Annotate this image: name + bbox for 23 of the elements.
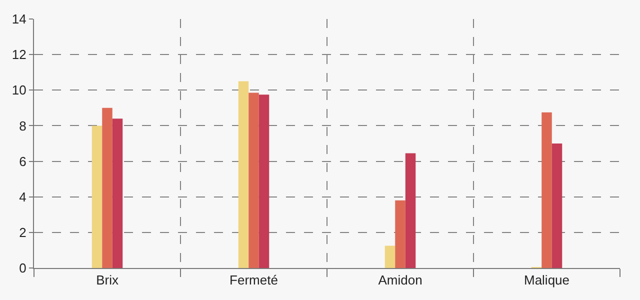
y-tick-label: 6: [19, 154, 26, 169]
x-tick-label: Amidon: [378, 272, 422, 288]
bar: [384, 246, 396, 268]
bar: [258, 94, 270, 268]
bar: [542, 112, 552, 268]
bar: [248, 92, 259, 268]
bar: [112, 118, 123, 268]
y-tick-label: 8: [19, 118, 26, 134]
bar: [395, 200, 406, 268]
y-tick-label: 10: [12, 82, 26, 98]
y-tick-label: 4: [19, 189, 26, 204]
y-tick-label: 0: [19, 260, 26, 276]
bar: [102, 108, 112, 268]
y-tick-label: 2: [19, 224, 26, 240]
bar: [405, 153, 416, 268]
bar: [238, 81, 249, 268]
x-tick-label: Malique: [524, 272, 570, 288]
bar: [552, 144, 562, 268]
y-tick-label: 14: [12, 12, 26, 27]
x-tick-label: Brix: [96, 272, 119, 288]
x-tick-label: Fermeté: [230, 272, 278, 288]
y-tick-label: 12: [12, 47, 26, 62]
bar: [92, 126, 102, 268]
